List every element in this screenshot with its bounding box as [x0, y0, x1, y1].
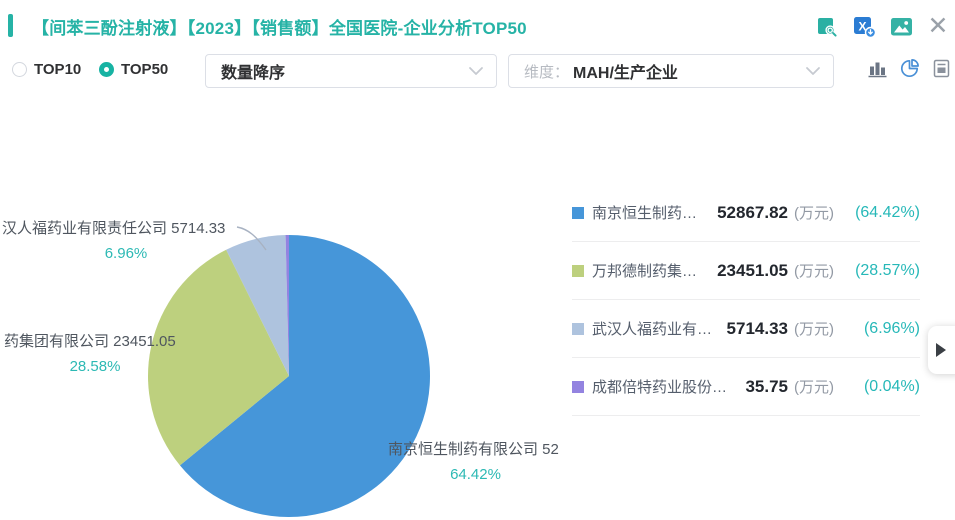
legend-unit: (万元)	[794, 263, 834, 280]
legend-unit: (万元)	[794, 205, 834, 222]
dimension-select[interactable]: 维度： MAH/生产企业	[508, 54, 834, 88]
doc-search-icon[interactable]	[814, 13, 840, 39]
legend-row-wanbangde[interactable]: 万邦德制药集… 23451.05 (万元) (28.57%)	[572, 242, 920, 300]
pie-label-nanjing: 南京恒生制药有限公司 52 64.42%	[388, 438, 563, 483]
report-icon[interactable]	[930, 57, 952, 79]
title-accent-bar	[8, 14, 13, 37]
page-title: 【间苯三酚注射液】【2023】【销售额】全国医院-企业分析TOP50	[32, 19, 527, 38]
pie-label-text: 药集团有限公司 23451.05	[4, 333, 176, 350]
chevron-down-icon	[805, 66, 821, 76]
legend-percent: (0.04%)	[863, 377, 920, 395]
view-switcher	[866, 57, 952, 79]
legend-percent: (28.57%)	[855, 261, 920, 279]
pie-slice-2[interactable]	[148, 249, 289, 466]
pie-chart-icon[interactable]	[898, 57, 920, 79]
legend-value: 23451.05	[717, 260, 788, 280]
pie-slice-3[interactable]	[226, 235, 289, 376]
radio-top10[interactable]: TOP10	[12, 52, 81, 86]
radio-top50-label: TOP50	[121, 60, 169, 78]
legend-row-wuhan[interactable]: 武汉人福药业有… 5714.33 (万元) (6.96%)	[572, 300, 920, 358]
sort-order-value: 数量降序	[221, 65, 286, 82]
legend-value: 35.75	[745, 376, 788, 396]
legend-percent: (64.42%)	[855, 203, 920, 221]
legend-value: 5714.33	[726, 318, 788, 338]
pie-label-percent: 6.96%	[104, 245, 148, 262]
close-icon[interactable]: ✕	[927, 12, 949, 40]
legend-swatch	[572, 380, 584, 393]
excel-export-icon[interactable]: X	[851, 13, 877, 39]
pie-chart[interactable]	[148, 235, 430, 517]
pie-label-percent: 28.58%	[69, 358, 121, 375]
legend-unit: (万元)	[794, 321, 834, 338]
dimension-select-prefix: 维度：	[524, 63, 570, 81]
dimension-select-value: MAH/生产企业	[573, 65, 678, 82]
bar-chart-icon[interactable]	[866, 57, 888, 79]
legend-swatch	[572, 322, 584, 335]
radio-top10-circle[interactable]	[12, 61, 27, 77]
pie-slice-4[interactable]	[285, 235, 289, 376]
pie-label-wuhan: 汉人福药业有限责任公司 5714.33 6.96%	[2, 217, 250, 262]
pie-slice-1[interactable]	[179, 235, 430, 517]
legend-row-chengdu[interactable]: 成都倍特药业股份… 35.75 (万元) (0.04%)	[572, 358, 920, 416]
sort-order-select[interactable]: 数量降序	[205, 54, 497, 88]
header-toolbar: X ✕	[814, 13, 951, 39]
expand-panel-button[interactable]	[928, 326, 955, 374]
pie-label-text: 汉人福药业有限责任公司 5714.33	[2, 220, 226, 237]
arrow-right-icon	[936, 343, 946, 357]
legend: 南京恒生制药… 52867.82 (万元) (64.42%) 万邦德制药集… 2…	[572, 184, 920, 416]
legend-company-name: 万邦德制药集…	[592, 263, 698, 280]
radio-top50[interactable]: TOP50	[99, 52, 168, 86]
legend-swatch	[572, 264, 584, 277]
pie-label-leader-line	[236, 226, 267, 251]
legend-unit: (万元)	[794, 379, 834, 396]
svg-text:X: X	[858, 19, 866, 33]
pie-label-percent: 64.42%	[450, 466, 501, 483]
chevron-down-icon	[468, 66, 484, 76]
legend-percent: (6.96%)	[863, 319, 920, 337]
legend-swatch	[572, 206, 584, 219]
controls-row: TOP10 TOP50 数量降序 维度： MAH/生产企业	[0, 52, 955, 92]
legend-row-nanjing[interactable]: 南京恒生制药… 52867.82 (万元) (64.42%)	[572, 184, 920, 242]
pie-label-wanbangde: 药集团有限公司 23451.05 28.58%	[4, 330, 186, 375]
legend-company-name: 南京恒生制药…	[592, 205, 698, 222]
radio-top10-label: TOP10	[34, 60, 82, 78]
image-export-icon[interactable]	[888, 13, 914, 39]
legend-company-name: 成都倍特药业股份…	[592, 379, 728, 396]
radio-top50-circle[interactable]	[99, 61, 114, 77]
pie-label-text: 南京恒生制药有限公司 52	[388, 441, 559, 458]
legend-company-name: 武汉人福药业有…	[592, 321, 713, 338]
legend-value: 52867.82	[717, 202, 788, 222]
